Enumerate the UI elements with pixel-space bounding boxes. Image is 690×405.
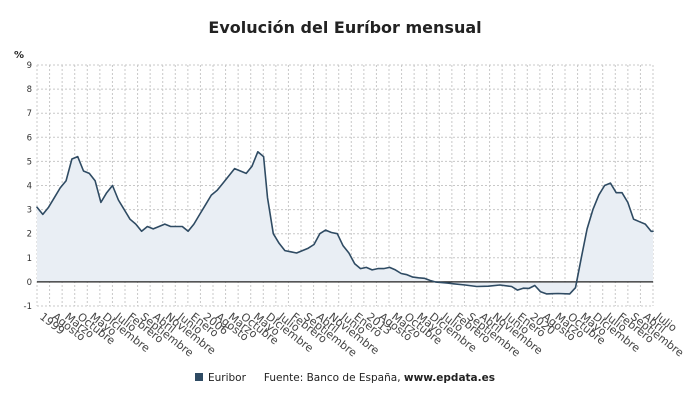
y-tick-label: 3 bbox=[27, 206, 32, 216]
y-axis: -1 0 1 2 3 4 5 6 7 8 9 bbox=[24, 61, 32, 312]
source-label: Fuente: Banco de España, bbox=[263, 372, 401, 384]
plot-area bbox=[36, 151, 654, 295]
area-fill bbox=[37, 151, 653, 294]
y-tick-label: 6 bbox=[27, 133, 32, 143]
y-tick-label: 9 bbox=[27, 61, 32, 71]
y-tick-label: 1 bbox=[27, 254, 32, 264]
chart-title: Evolución del Euríbor mensual bbox=[208, 18, 481, 37]
source-site: www.epdata.es bbox=[403, 372, 495, 384]
legend: Euribor Fuente: Banco de España, www.epda… bbox=[0, 372, 690, 384]
y-axis-unit: % bbox=[14, 50, 24, 61]
y-tick-label: 8 bbox=[27, 85, 32, 95]
y-tick-label: 7 bbox=[27, 109, 32, 119]
legend-series-label: Euribor bbox=[207, 372, 246, 384]
legend-swatch bbox=[194, 373, 203, 381]
y-tick-label: 4 bbox=[27, 182, 32, 192]
y-tick-label: 2 bbox=[27, 230, 32, 240]
y-tick-label: 5 bbox=[27, 157, 32, 167]
y-tick-label: -1 bbox=[24, 302, 32, 312]
x-axis: 1999AgostoMarzoOctubreMayoDiciembreJulio… bbox=[37, 310, 686, 360]
y-tick-label: 0 bbox=[27, 278, 32, 288]
series-line-euribor bbox=[36, 151, 654, 295]
